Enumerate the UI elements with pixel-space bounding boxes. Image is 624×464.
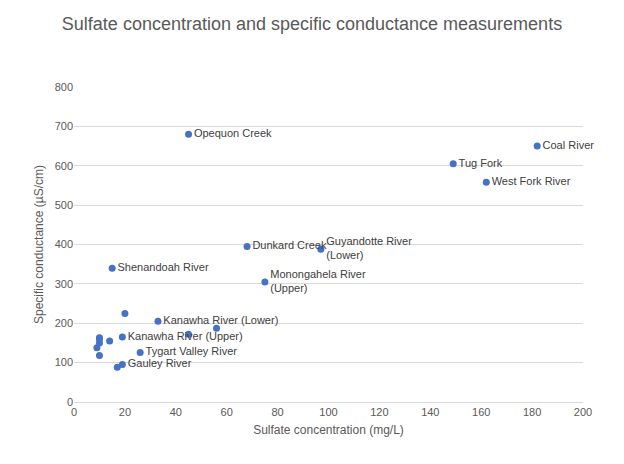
svg-text:300: 300: [55, 278, 73, 290]
svg-text:Guyandotte River(Lower): Guyandotte River(Lower): [326, 235, 412, 261]
svg-text:180: 180: [523, 406, 541, 418]
svg-text:100: 100: [319, 406, 337, 418]
svg-text:700: 700: [55, 120, 73, 132]
svg-text:Dunkard Creek: Dunkard Creek: [252, 239, 326, 251]
svg-text:500: 500: [55, 199, 73, 211]
svg-text:100: 100: [55, 356, 73, 368]
svg-text:Specific conductance (µS/cm): Specific conductance (µS/cm): [32, 165, 46, 324]
svg-text:140: 140: [421, 406, 439, 418]
svg-text:60: 60: [221, 406, 233, 418]
svg-text:Kanawha River (Upper): Kanawha River (Upper): [128, 330, 243, 342]
svg-text:West Fork River: West Fork River: [492, 175, 571, 187]
svg-text:0: 0: [67, 396, 73, 408]
svg-text:40: 40: [170, 406, 182, 418]
svg-text:20: 20: [119, 406, 131, 418]
svg-text:Sulfate concentration and spec: Sulfate concentration and specific condu…: [62, 14, 562, 34]
svg-text:80: 80: [271, 406, 283, 418]
svg-text:Opequon Creek: Opequon Creek: [194, 127, 272, 139]
svg-text:160: 160: [472, 406, 490, 418]
svg-text:600: 600: [55, 160, 73, 172]
svg-text:120: 120: [370, 406, 388, 418]
svg-text:0: 0: [71, 406, 77, 418]
svg-text:Shenandoah River: Shenandoah River: [118, 261, 209, 273]
svg-text:Monongahela River(Upper): Monongahela River(Upper): [270, 268, 366, 294]
svg-text:200: 200: [574, 406, 592, 418]
svg-text:400: 400: [55, 238, 73, 250]
svg-text:Kanawha River (Lower): Kanawha River (Lower): [163, 314, 278, 326]
svg-text:800: 800: [55, 81, 73, 93]
svg-text:Tug Fork: Tug Fork: [459, 157, 503, 169]
svg-text:Tygart Valley River: Tygart Valley River: [146, 345, 238, 357]
svg-text:Coal River: Coal River: [543, 139, 595, 151]
svg-text:Gauley River: Gauley River: [128, 357, 192, 369]
svg-text:200: 200: [55, 317, 73, 329]
svg-text:Sulfate concentration (mg/L): Sulfate concentration (mg/L): [253, 423, 404, 437]
